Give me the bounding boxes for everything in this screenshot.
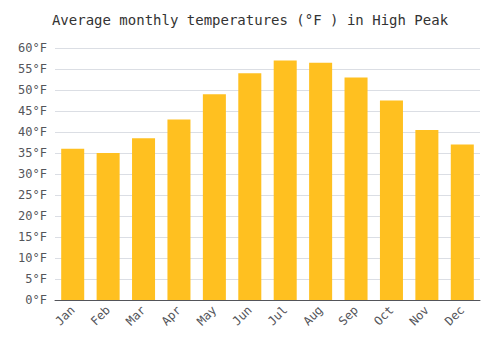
svg-text:Oct: Oct: [371, 303, 396, 328]
svg-text:50°F: 50°F: [18, 83, 47, 97]
svg-text:Apr: Apr: [159, 303, 184, 328]
svg-text:30°F: 30°F: [18, 167, 47, 181]
svg-text:20°F: 20°F: [18, 209, 47, 223]
svg-text:Jul: Jul: [265, 303, 290, 328]
svg-text:55°F: 55°F: [18, 62, 47, 76]
svg-text:Aug: Aug: [300, 303, 325, 328]
svg-text:May: May: [194, 303, 219, 328]
svg-text:Feb: Feb: [88, 303, 113, 328]
svg-text:Mar: Mar: [123, 303, 148, 328]
svg-text:10°F: 10°F: [18, 251, 47, 265]
svg-text:Average monthly temperatures (: Average monthly temperatures (°F ) in Hi…: [52, 12, 449, 28]
svg-text:0°F: 0°F: [25, 293, 47, 307]
svg-text:Nov: Nov: [407, 303, 432, 328]
svg-text:Jan: Jan: [52, 303, 77, 328]
svg-text:60°F: 60°F: [18, 41, 47, 55]
svg-text:45°F: 45°F: [18, 104, 47, 118]
svg-text:25°F: 25°F: [18, 188, 47, 202]
svg-text:Jun: Jun: [230, 303, 255, 328]
svg-text:Dec: Dec: [442, 303, 467, 328]
svg-text:Sep: Sep: [336, 303, 361, 328]
svg-text:5°F: 5°F: [25, 272, 47, 286]
svg-text:15°F: 15°F: [18, 230, 47, 244]
svg-text:40°F: 40°F: [18, 125, 47, 139]
svg-text:35°F: 35°F: [18, 146, 47, 160]
